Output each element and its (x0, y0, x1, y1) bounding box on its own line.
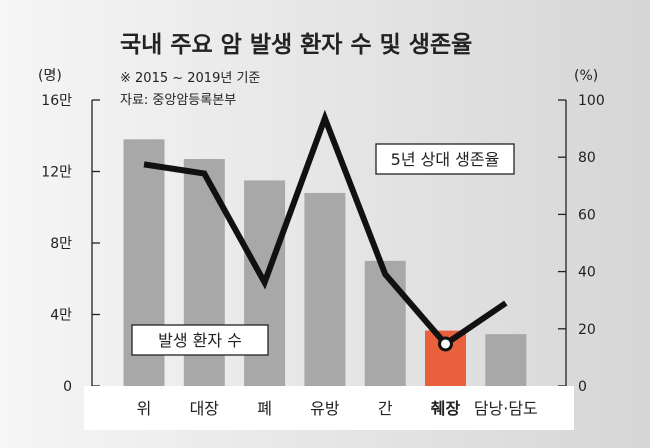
left-tick-label: 12만 (41, 165, 72, 181)
category-strip (84, 386, 574, 430)
category-label: 유방 (310, 399, 340, 418)
left-axis-ticks: 0 4만 8만 12만 16만 (41, 93, 100, 395)
right-tick-label: 20 (578, 322, 596, 338)
chart-title: 국내 주요 암 발생 환자 수 및 생존율 (120, 32, 472, 58)
bar-5 (364, 260, 406, 386)
right-axis-unit: (%) (574, 68, 598, 84)
line-series-label: 5년 상대 생존율 (391, 150, 500, 169)
chart-source-note: 자료: 중앙암등록본부 (120, 93, 236, 108)
line-series-label-box: 5년 상대 생존율 (375, 143, 515, 175)
category-label: 위 (137, 399, 152, 418)
right-axis-ticks: 0 20 40 60 80 100 (558, 93, 605, 395)
left-tick-label: 16만 (41, 93, 72, 109)
left-tick-label: 0 (63, 379, 72, 395)
category-label: 폐 (257, 399, 272, 418)
left-tick-label: 4만 (50, 308, 72, 324)
right-tick-label: 40 (578, 265, 596, 281)
survival-markers (438, 336, 453, 352)
category-label: 간 (378, 399, 393, 418)
left-axis-unit: (명) (38, 68, 62, 84)
chart-period-note: ※ 2015 ~ 2019년 기준 (120, 71, 260, 86)
category-label: 대장 (190, 399, 220, 418)
highlight-marker (438, 336, 453, 352)
right-tick-label: 0 (578, 379, 587, 395)
bar-7 (485, 334, 527, 386)
category-labels: 위 대장 폐 유방 간 췌장 담낭·담도 (137, 399, 538, 418)
right-tick-label: 100 (578, 93, 605, 109)
right-tick-label: 80 (578, 150, 596, 166)
bar-series-label: 발생 환자 수 (158, 331, 242, 350)
bar-series-label-box: 발생 환자 수 (131, 324, 269, 356)
category-label: 췌장 (431, 399, 461, 418)
left-tick-label: 8만 (50, 236, 72, 252)
bar-4 (304, 192, 346, 386)
category-label: 담낭·담도 (474, 399, 538, 418)
right-tick-label: 60 (578, 207, 596, 223)
